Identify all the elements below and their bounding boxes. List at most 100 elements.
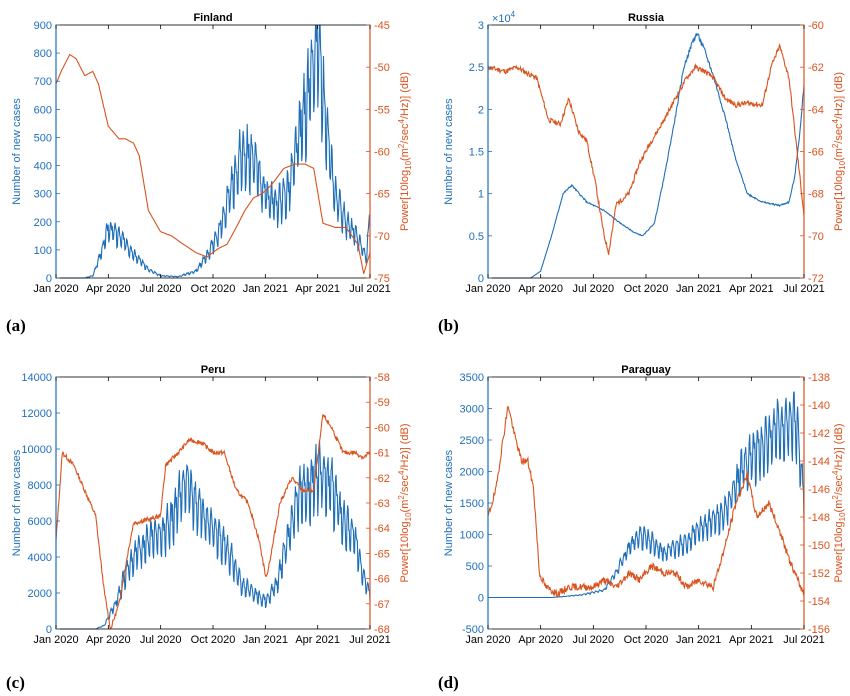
x-tick-label: Apr 2021 — [295, 634, 340, 646]
y-left-tick-label: 0 — [46, 273, 52, 285]
y-right-tick-label: -140 — [808, 400, 830, 412]
y-right-tick-label: -64 — [808, 104, 824, 116]
x-tick-label: Oct 2020 — [624, 283, 669, 295]
y-left-tick-label: 1.5 — [469, 147, 484, 159]
y-right-tick-label: -70 — [374, 231, 390, 243]
y-right-tick-label: -70 — [808, 231, 824, 243]
x-tick-label: Jan 2021 — [676, 283, 721, 295]
y-right-axis-label: Power[10log10(m2/sec4/Hz)] (dB) — [397, 72, 413, 231]
y-right-tick-label: -58 — [374, 372, 390, 384]
x-tick-label: Oct 2020 — [191, 283, 236, 295]
y-left-tick-label: 0 — [46, 624, 52, 636]
x-tick-label: Jan 2021 — [243, 283, 288, 295]
y-right-tick-label: -60 — [374, 147, 390, 159]
x-tick-label: Jul 2021 — [783, 634, 825, 646]
y-right-tick-label: -55 — [374, 104, 390, 116]
x-tick-label: Oct 2020 — [191, 634, 236, 646]
y-right-tick-label: -75 — [374, 273, 390, 285]
y-left-tick-label: 1000 — [460, 530, 484, 542]
y-left-tick-label: 8000 — [28, 480, 52, 492]
cases-series-line — [56, 440, 371, 630]
y-right-tick-label: -152 — [808, 568, 830, 580]
x-tick-label: Apr 2021 — [295, 283, 340, 295]
y-left-tick-label: -500 — [462, 624, 484, 636]
x-tick-label: Jul 2021 — [349, 634, 391, 646]
x-tick-label: Apr 2020 — [518, 634, 563, 646]
y-left-tick-label: 2000 — [28, 588, 52, 600]
y-right-tick-label: -66 — [808, 147, 824, 159]
x-tick-label: Apr 2021 — [729, 634, 774, 646]
cases-series-line — [56, 24, 371, 279]
y-left-tick-label: 0 — [478, 593, 484, 605]
y-left-axis-label: Number of new cases — [443, 449, 455, 556]
x-tick-label: Apr 2020 — [518, 283, 563, 295]
y-right-tick-label: -142 — [808, 428, 830, 440]
x-tick-label: Jul 2020 — [573, 634, 615, 646]
y-left-tick-label: 3500 — [460, 372, 484, 384]
panel-label: (c) — [6, 673, 25, 692]
y-right-tick-label: -138 — [808, 372, 830, 384]
y-right-tick-label: -59 — [374, 397, 390, 409]
y-left-tick-label: 2.5 — [469, 62, 484, 74]
x-tick-label: Jan 2020 — [465, 283, 510, 295]
y-right-tick-label: -144 — [808, 456, 830, 468]
x-tick-label: Apr 2020 — [86, 634, 131, 646]
y-right-tick-label: -50 — [374, 62, 390, 74]
panel-peru: Jan 2020 Apr 2020 Jul 2020 Oct 2020 Jan 2021… — [6, 364, 413, 692]
y-right-axis-label: Power[10log10(m2/sec4/Hz)] (dB) — [397, 423, 413, 582]
y-left-tick-label: 10000 — [21, 444, 52, 456]
y-right-tick-label: -66 — [374, 574, 390, 586]
power-series-line — [55, 414, 371, 630]
y-left-tick-label: 3 — [478, 20, 484, 32]
y-left-axis-label: Number of new cases — [11, 449, 23, 556]
y-left-axis-label: Number of new cases — [443, 98, 455, 205]
x-tick-label: Oct 2020 — [624, 634, 669, 646]
y-right-tick-label: -148 — [808, 512, 830, 524]
x-tick-label: Jan 2020 — [465, 634, 510, 646]
y-right-tick-label: -154 — [808, 596, 830, 608]
panel-finland: Jan 2020 Apr 2020 Jul 2020 Oct 2020 Jan 2021… — [6, 12, 413, 335]
x-tick-label: Jul 2020 — [140, 283, 182, 295]
y-right-tick-label: -60 — [374, 422, 390, 434]
y-right-axis-label: Power[10log10(m2/sec4/Hz)] (dB) — [831, 423, 847, 582]
y-left-tick-label: 0 — [478, 273, 484, 285]
y-right-tick-label: -63 — [374, 498, 390, 510]
y-right-tick-label: -45 — [374, 20, 390, 32]
y-right-tick-label: -72 — [808, 273, 824, 285]
y-right-tick-label: -60 — [808, 20, 824, 32]
chart-title: Russia — [628, 12, 665, 24]
y-left-tick-label: 1 — [478, 189, 484, 201]
y-left-axis-label: Number of new cases — [11, 98, 23, 205]
x-tick-label: Jan 2021 — [676, 634, 721, 646]
chart-title: Peru — [201, 364, 225, 376]
y-right-tick-label: -65 — [374, 548, 390, 560]
power-series-line — [55, 53, 371, 274]
cases-series-line — [488, 391, 805, 599]
y-left-tick-label: 200 — [34, 217, 52, 229]
y-left-tick-label: 6000 — [28, 516, 52, 528]
y-left-tick-label: 2000 — [460, 467, 484, 479]
y-right-tick-label: -62 — [374, 473, 390, 485]
y-right-axis-label: Power[10log10(m2/sec4/Hz)] (dB) — [831, 72, 847, 231]
y-right-tick-label: -67 — [374, 599, 390, 611]
y-left-tick-label: 2 — [478, 104, 484, 116]
y-right-tick-label: -64 — [374, 523, 390, 535]
y-right-tick-label: -150 — [808, 540, 830, 552]
y-left-tick-label: 3000 — [460, 404, 484, 416]
y-left-tick-label: 1500 — [460, 498, 484, 510]
plot-frame — [487, 376, 805, 630]
y-right-tick-label: -156 — [808, 624, 830, 636]
panel-russia: Jan 2020 Apr 2020 Jul 2020 Oct 2020 Jan 2021… — [438, 10, 847, 335]
y-left-tick-label: 2500 — [460, 435, 484, 447]
panel-label: (d) — [438, 673, 459, 692]
x-tick-label: Jan 2020 — [33, 283, 78, 295]
x-tick-label: Jan 2020 — [33, 634, 78, 646]
power-series-line — [487, 406, 805, 598]
x-tick-label: Jul 2020 — [140, 634, 182, 646]
y-left-tick-label: 4000 — [28, 552, 52, 564]
y-left-tick-label: 900 — [34, 20, 52, 32]
y-right-tick-label: -68 — [374, 624, 390, 636]
y-left-tick-label: 600 — [34, 104, 52, 116]
y-left-tick-label: 12000 — [21, 408, 52, 420]
